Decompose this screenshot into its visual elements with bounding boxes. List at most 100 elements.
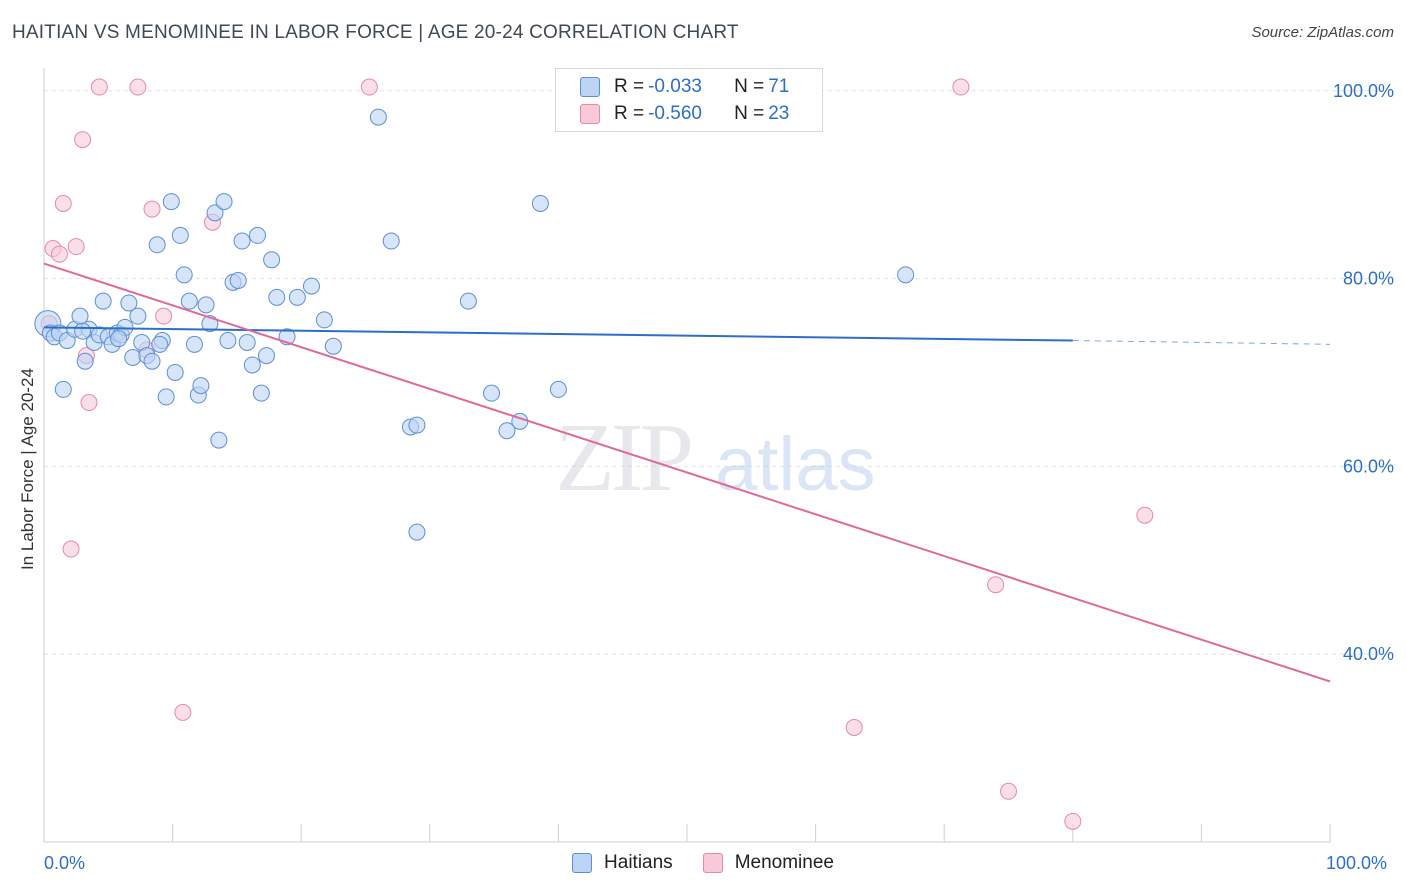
r-label: R = xyxy=(614,76,645,97)
haitians-points xyxy=(34,108,915,541)
menominee-point xyxy=(952,78,970,96)
menominee-point xyxy=(360,78,378,96)
n-value-menominee: 23 xyxy=(768,103,790,124)
haitians-point xyxy=(315,311,333,329)
haitians-point xyxy=(248,226,266,244)
haitians-point xyxy=(257,347,275,365)
haitians-point xyxy=(185,335,203,353)
menominee-point xyxy=(1000,782,1017,800)
chart-title: HAITIAN VS MENOMINEE IN LABOR FORCE | AG… xyxy=(12,22,739,43)
legend-item-haitians[interactable]: Haitians xyxy=(572,852,673,874)
haitians-point xyxy=(54,380,72,398)
haitians-point xyxy=(897,266,915,284)
haitians-point xyxy=(263,251,281,269)
n-label: N = xyxy=(734,76,765,97)
watermark-zip: ZIP xyxy=(555,404,690,512)
haitians-point xyxy=(110,330,128,348)
haitians-point xyxy=(324,337,342,355)
menominee-point xyxy=(155,307,173,325)
menominee-point xyxy=(54,194,72,212)
menominee-point xyxy=(987,576,1005,594)
x-tick-label-min: 0.0% xyxy=(44,853,86,873)
haitians-point xyxy=(531,194,549,212)
haitians-point xyxy=(268,288,286,306)
haitians-point xyxy=(498,422,516,440)
haitians-point xyxy=(192,377,210,395)
haitians-point xyxy=(252,384,270,402)
legend-item-menominee[interactable]: Menominee xyxy=(702,852,834,874)
r-value-haitians: -0.033 xyxy=(648,76,702,97)
grid-lines xyxy=(44,90,1394,655)
haitians-point xyxy=(288,288,306,306)
haitians-point xyxy=(124,348,142,366)
menominee-point xyxy=(62,540,80,558)
haitians-point xyxy=(143,352,161,370)
menominee-point xyxy=(174,703,192,721)
menominee-point xyxy=(1064,812,1082,830)
menominee-trend-line xyxy=(43,262,1331,683)
watermark: ZIP atlas xyxy=(555,404,876,512)
x-tick-label-max: 100.0% xyxy=(1326,853,1388,873)
y-tick-label: 100.0% xyxy=(1333,81,1394,101)
menominee-point xyxy=(129,78,147,96)
axes xyxy=(43,68,1331,843)
menominee-point xyxy=(143,200,161,218)
haitians-point xyxy=(120,294,138,312)
haitians-point xyxy=(148,236,166,254)
haitians-point xyxy=(151,335,169,353)
menominee-points xyxy=(40,78,1154,830)
haitians-point xyxy=(243,356,261,374)
menominee-point xyxy=(1136,506,1154,524)
haitians-point xyxy=(459,292,477,310)
haitians-point xyxy=(206,204,224,222)
haitians-point xyxy=(233,232,251,250)
haitians-point xyxy=(219,332,237,350)
haitians-point xyxy=(369,108,387,126)
haitians-point xyxy=(175,266,193,284)
haitians-swatch xyxy=(572,853,593,873)
haitians-point xyxy=(549,380,567,398)
menominee-point xyxy=(845,718,863,736)
haitians-point xyxy=(76,352,94,370)
y-tick-label: 40.0% xyxy=(1343,644,1394,664)
menominee-point xyxy=(74,131,92,149)
y-tick-label: 80.0% xyxy=(1343,269,1394,289)
trend-lines xyxy=(43,262,1331,683)
haitians-point xyxy=(215,193,233,211)
haitians-point xyxy=(382,232,400,250)
menominee-point xyxy=(90,78,108,96)
haitians-point xyxy=(74,322,92,340)
correlation-legend: R = -0.033 N = 71 R = -0.560 N = 23 xyxy=(555,68,823,132)
n-label: N = xyxy=(734,103,765,124)
legend-row-menominee: R = -0.560 N = 23 xyxy=(580,101,793,127)
haitians-swatch xyxy=(580,77,600,97)
haitians-trend-line xyxy=(43,326,1073,342)
menominee-point xyxy=(80,394,98,412)
haitians-point xyxy=(162,193,180,211)
haitians-point xyxy=(94,292,112,310)
menominee-point xyxy=(50,245,68,263)
haitians-point xyxy=(302,277,320,295)
legend-row-haitians: R = -0.033 N = 71 xyxy=(580,74,793,100)
haitians-point xyxy=(129,307,147,325)
haitians-trend-extension xyxy=(1072,340,1331,345)
y-tick-labels: 100.0% 80.0% 60.0% 40.0% xyxy=(1333,81,1394,664)
legend-label-menominee: Menominee xyxy=(734,852,834,873)
haitians-point xyxy=(197,296,215,314)
r-value-menominee: -0.560 xyxy=(648,103,702,124)
y-axis-label: In Labor Force | Age 20-24 xyxy=(18,368,37,570)
haitians-point xyxy=(171,226,189,244)
menominee-point xyxy=(67,238,85,256)
series-legend: Haitians Menominee xyxy=(0,852,1406,874)
haitians-point xyxy=(483,384,501,402)
haitians-point xyxy=(408,416,426,434)
menominee-swatch xyxy=(580,104,600,124)
source-label: Source: ZipAtlas.com xyxy=(1251,24,1394,41)
haitians-point xyxy=(180,292,198,310)
n-value-haitians: 71 xyxy=(768,76,790,97)
y-tick-label: 60.0% xyxy=(1343,456,1394,476)
r-label: R = xyxy=(614,103,645,124)
haitians-point xyxy=(238,333,256,351)
watermark-atlas: atlas xyxy=(715,422,876,507)
